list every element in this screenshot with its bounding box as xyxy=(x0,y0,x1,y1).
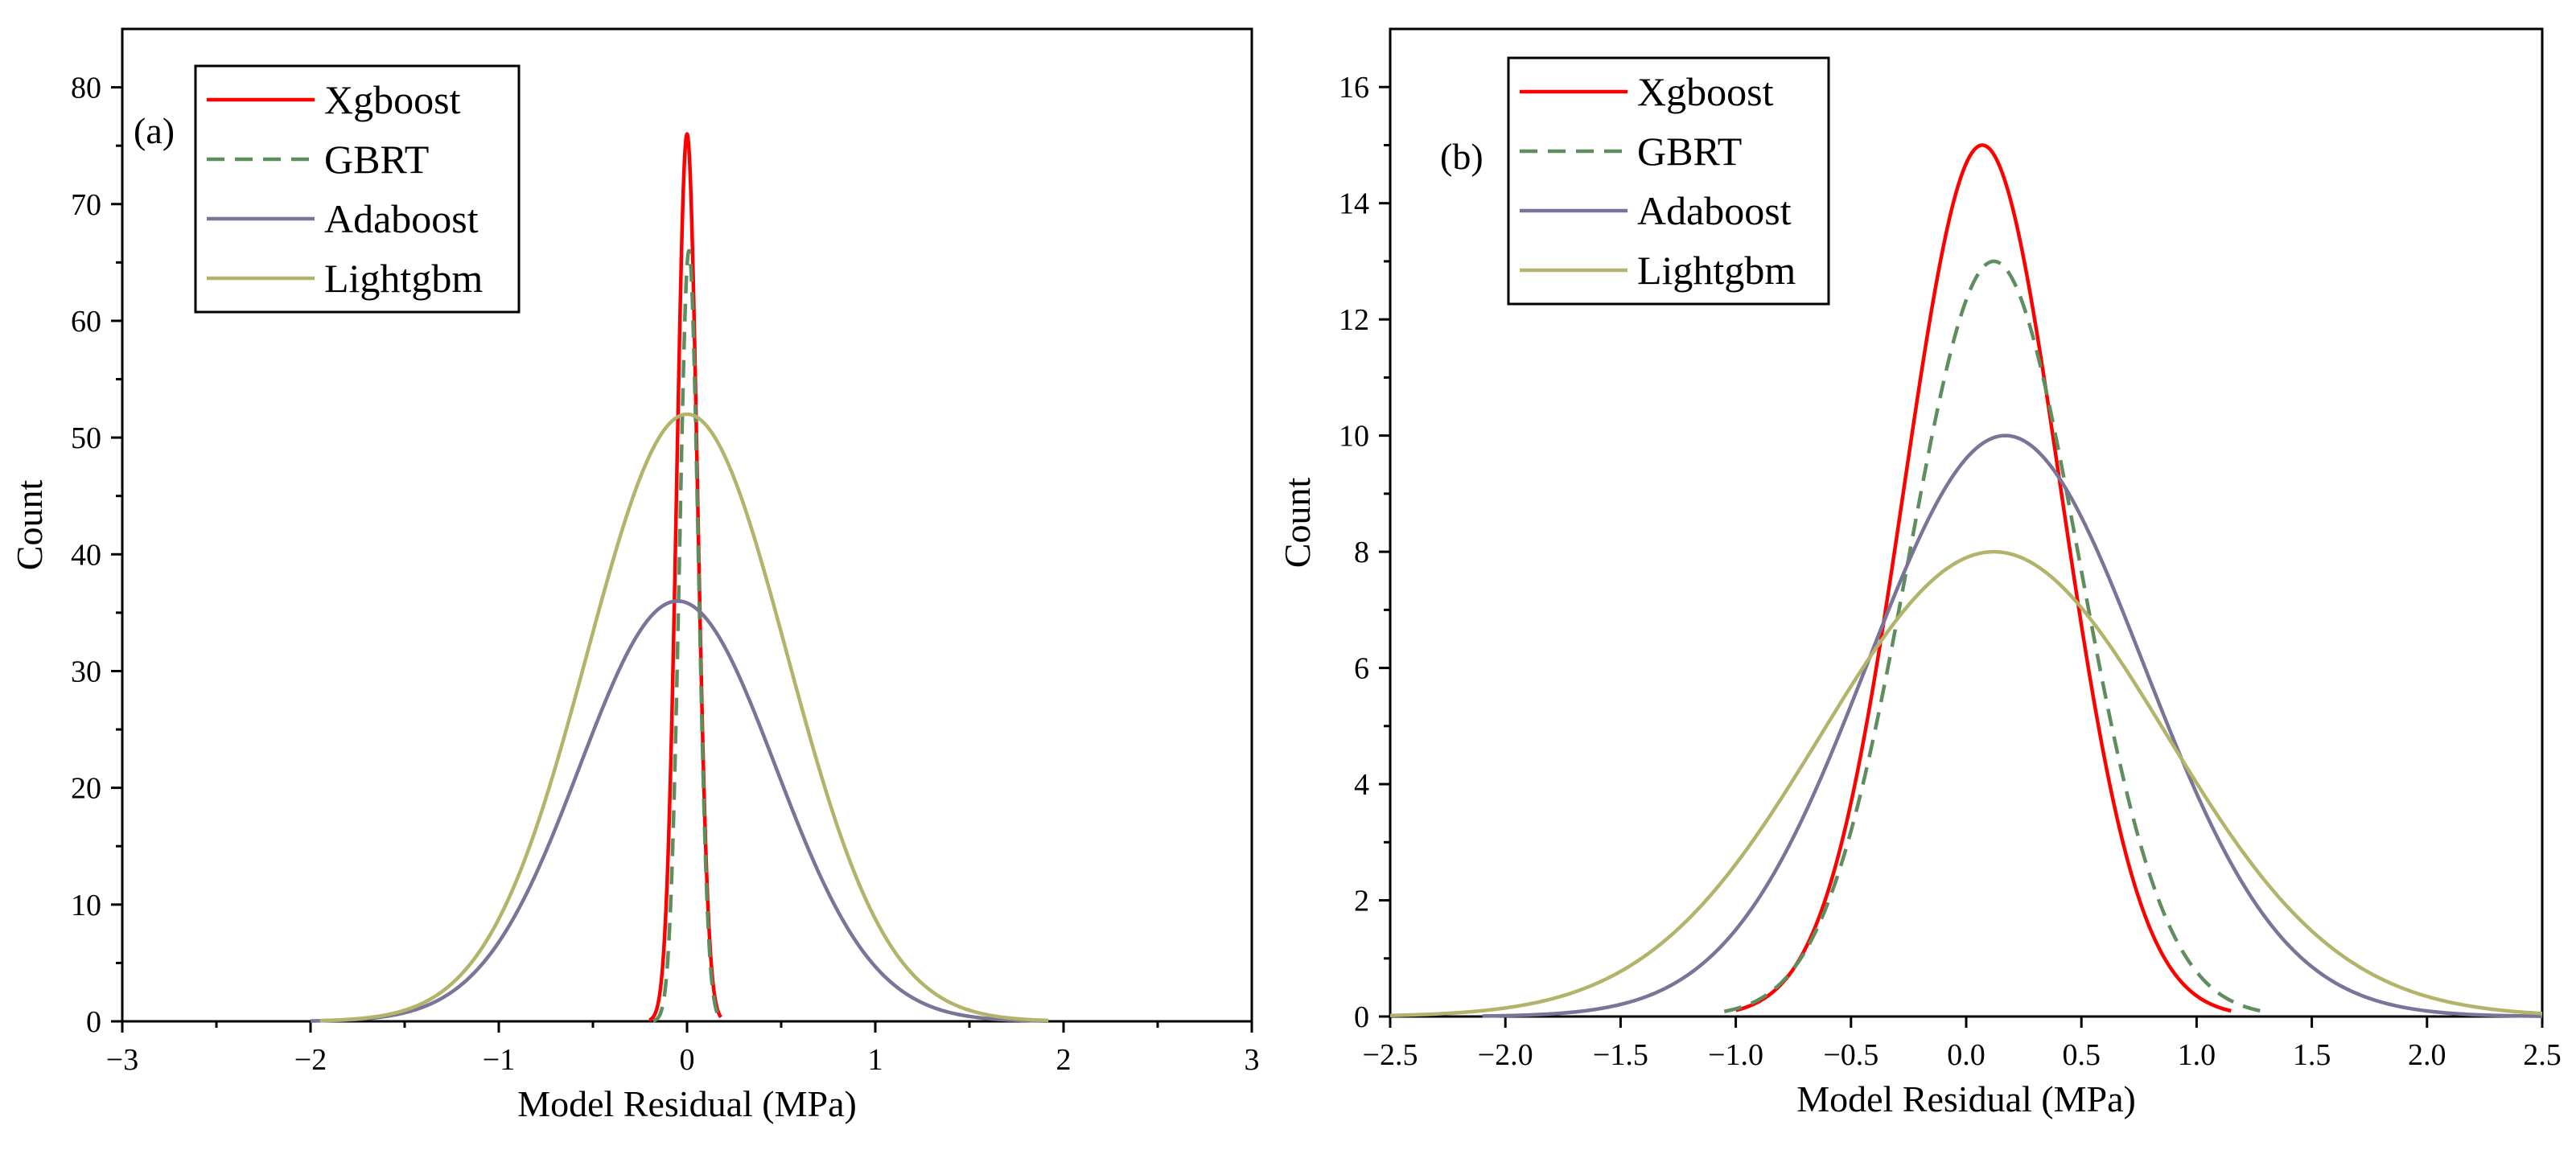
x-tick-label: 3 xyxy=(1245,1043,1260,1077)
y-axis-title: Count xyxy=(1277,478,1318,569)
y-tick-label: 2 xyxy=(1354,885,1369,918)
y-tick-label: 80 xyxy=(71,72,101,105)
chart-panel-b: −2.5 −2.0 −1.5 −1.0 −0.5 0.0 0.5 1.0 1.5 2.0 2.5 0 2… xyxy=(1277,27,2562,1119)
series-line-lightgbm xyxy=(319,412,1049,1023)
x-tick-label: 0.5 xyxy=(2062,1038,2101,1072)
series-line-xgboost xyxy=(648,132,723,1022)
legend-box xyxy=(194,64,521,314)
panel-label: (a) xyxy=(134,110,175,151)
series-line-adaboost xyxy=(1482,433,2543,1018)
series-line-gbrt xyxy=(651,248,723,1023)
legend-label: GBRT xyxy=(1637,129,1742,174)
y-tick-label: 50 xyxy=(71,421,101,455)
x-tick-label: 2.0 xyxy=(2408,1038,2446,1072)
y-tick-label: 8 xyxy=(1354,536,1369,569)
legend-label: Xgboost xyxy=(1637,69,1774,114)
legend-label: Adaboost xyxy=(1637,188,1792,233)
series-line-xgboost xyxy=(1734,143,2232,1013)
x-tick-label: 0.0 xyxy=(1947,1038,1985,1072)
legend-box xyxy=(1507,56,1830,306)
x-tick-label: −1.5 xyxy=(1593,1038,1648,1072)
y-tick-label: 0 xyxy=(1354,1000,1369,1034)
legend-label: Lightgbm xyxy=(324,256,483,301)
x-tick-label: −2.5 xyxy=(1363,1038,1418,1072)
x-tick-label: 2.5 xyxy=(2523,1038,2562,1072)
legend: Xgboost GBRT Adaboost Lightgbm xyxy=(194,64,521,314)
y-tick-label: 16 xyxy=(1339,71,1369,105)
legend: Xgboost GBRT Adaboost Lightgbm xyxy=(1507,56,1830,306)
series-line-lightgbm xyxy=(1389,549,2543,1017)
x-tick-label: −3 xyxy=(106,1043,138,1077)
legend-label: Lightgbm xyxy=(1637,248,1796,293)
y-tick-label: 10 xyxy=(71,889,101,922)
legend-label: Adaboost xyxy=(324,196,479,241)
x-axis-title: Model Residual (MPa) xyxy=(1796,1078,2136,1119)
y-tick-label: 0 xyxy=(86,1005,101,1039)
x-axis-title: Model Residual (MPa) xyxy=(517,1083,857,1124)
y-tick-label: 20 xyxy=(71,772,101,806)
x-tick-label: 1 xyxy=(868,1043,883,1077)
x-tick-label: 0 xyxy=(680,1043,695,1077)
x-tick-label: 1.0 xyxy=(2178,1038,2216,1072)
y-tick-label: 30 xyxy=(71,655,101,688)
y-tick-label: 12 xyxy=(1339,303,1369,337)
x-tick-label: −1 xyxy=(483,1043,515,1077)
y-tick-label: 40 xyxy=(71,538,101,572)
legend-label: GBRT xyxy=(324,137,429,182)
legend-label: Xgboost xyxy=(324,77,461,122)
x-tick-label: −0.5 xyxy=(1823,1038,1879,1072)
series-line-gbrt xyxy=(1723,259,2262,1013)
y-tick-label: 70 xyxy=(71,188,101,222)
y-tick-label: 10 xyxy=(1339,420,1369,454)
y-tick-label: 6 xyxy=(1354,652,1369,686)
y-tick-label: 14 xyxy=(1339,187,1369,221)
x-tick-label: −1.0 xyxy=(1708,1038,1763,1072)
x-tick-label: −2.0 xyxy=(1478,1038,1533,1072)
y-tick-label: 4 xyxy=(1354,768,1369,802)
y-axis-title: Count xyxy=(9,480,50,571)
x-tick-label: 2 xyxy=(1056,1043,1072,1077)
x-tick-label: 1.5 xyxy=(2293,1038,2331,1072)
x-tick-label: −2 xyxy=(294,1043,327,1077)
series-line-adaboost xyxy=(310,599,1046,1023)
panel-label: (b) xyxy=(1440,136,1483,177)
y-tick-label: 60 xyxy=(71,305,101,339)
